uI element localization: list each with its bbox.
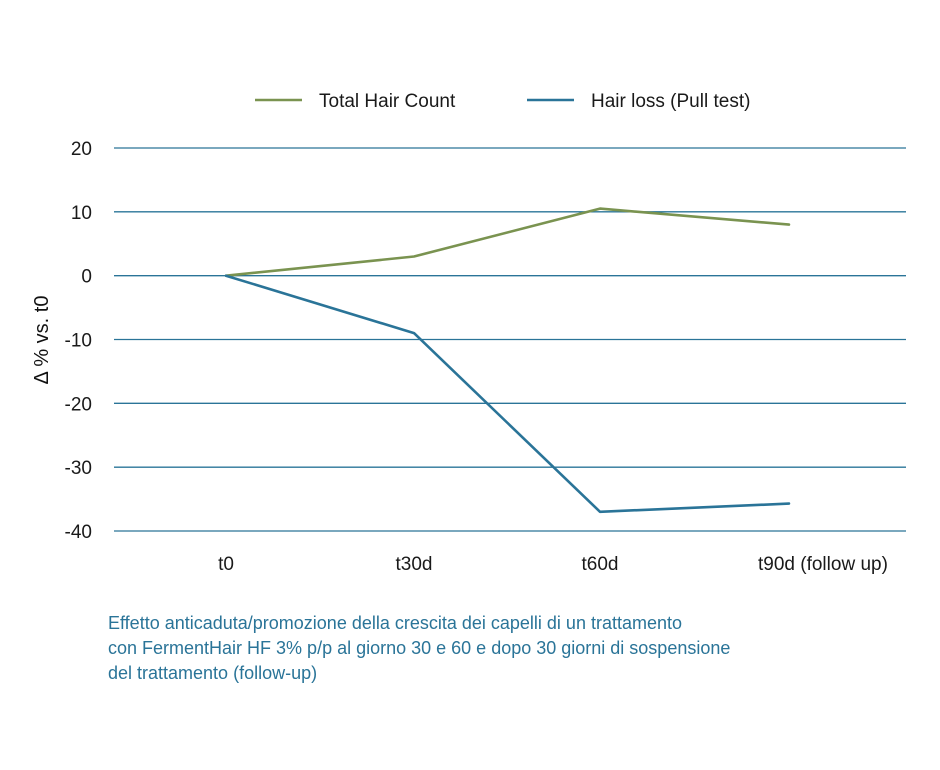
y-tick-label: -40 (65, 522, 92, 543)
series-lines (224, 207, 791, 514)
chart-caption: Effetto anticaduta/promozione della cres… (108, 611, 828, 686)
y-axis-ticks: 20 10 0 -10 -20 -30 -40 (65, 139, 92, 543)
legend-label: Hair loss (Pull test) (591, 91, 750, 112)
series-line-total-hair-count (224, 207, 791, 278)
x-tick-label: t60d (582, 554, 619, 575)
legend-label: Total Hair Count (319, 91, 456, 112)
caption-line: Effetto anticaduta/promozione della cres… (108, 613, 683, 633)
x-axis-ticks: t0 t30d t60d t90d (follow up) (218, 554, 888, 575)
line-chart: Total Hair Count Hair loss (Pull test) 20… (31, 91, 906, 575)
x-tick-label: t30d (396, 554, 433, 575)
series-line-hair-loss-pull-test (224, 274, 791, 514)
gridlines (114, 147, 906, 532)
legend: Total Hair Count Hair loss (Pull test) (255, 91, 750, 112)
y-tick-label: -10 (65, 331, 92, 352)
y-tick-label: -30 (65, 458, 92, 479)
y-axis-title: Δ % vs. t0 (31, 296, 53, 385)
y-tick-label: -20 (65, 394, 92, 415)
y-tick-label: 20 (71, 139, 92, 160)
caption-line: con FermentHair HF 3% p/p al giorno 30 e… (108, 638, 731, 658)
y-tick-label: 0 (81, 267, 92, 288)
x-tick-label: t0 (218, 554, 234, 575)
y-tick-label: 10 (71, 203, 92, 224)
x-tick-label: t90d (follow up) (758, 554, 888, 575)
caption-line: del trattamento (follow-up) (108, 663, 318, 683)
